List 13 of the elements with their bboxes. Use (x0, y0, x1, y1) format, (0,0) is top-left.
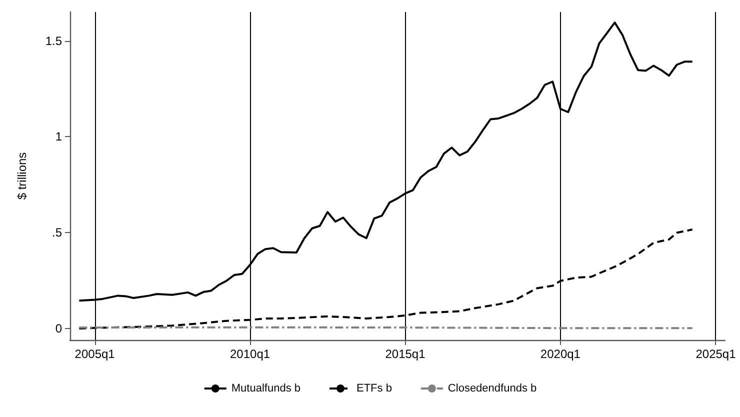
x-tick-label: 2015q1 (385, 347, 426, 361)
y-axis-title: $ trillions (15, 152, 29, 200)
legend-label: Mutualfunds b (231, 382, 300, 394)
legend-label: ETFs b (356, 382, 392, 394)
x-tick-label: 2020q1 (540, 347, 581, 361)
y-tick-label: 1 (55, 130, 62, 144)
y-tick-label: 0 (55, 321, 62, 336)
legend-label: Closedendfunds b (448, 382, 537, 394)
y-tick-label: .5 (52, 226, 62, 240)
x-tick-label: 2005q1 (74, 347, 116, 361)
x-tick-label: 2025q1 (696, 347, 736, 361)
x-tick-label: 2010q1 (230, 347, 270, 361)
y-tick-label: 1.5 (45, 34, 62, 48)
